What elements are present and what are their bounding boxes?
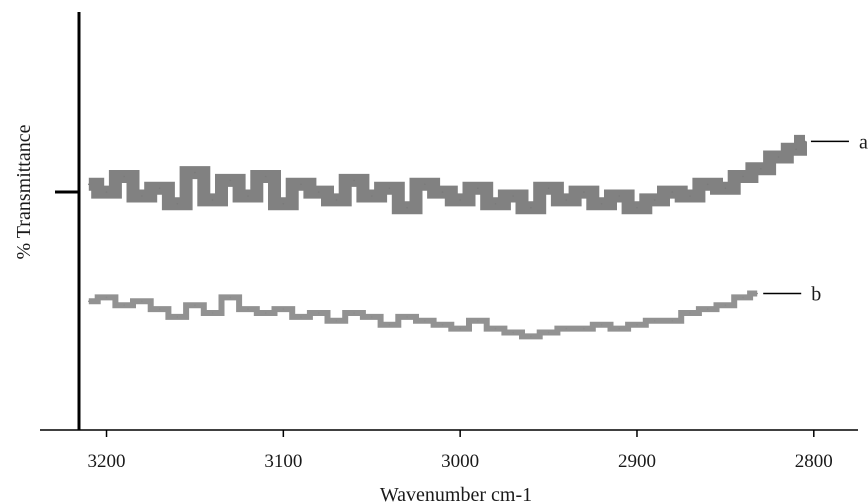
series-point-b xyxy=(689,312,691,314)
series-point-a xyxy=(512,195,514,197)
x-ticks: 3200 3100 3000 2900 2800 xyxy=(88,430,833,472)
series-point-b xyxy=(706,308,709,310)
series-point-b xyxy=(653,320,656,322)
series-point-b xyxy=(247,308,249,310)
series-point-b xyxy=(371,316,373,318)
series-point-b xyxy=(512,331,514,334)
x-tick-label: 3100 xyxy=(264,451,302,472)
series-point-a xyxy=(565,199,568,201)
series-point-b xyxy=(388,323,391,326)
series-line-a xyxy=(88,134,807,215)
series-point-b xyxy=(123,304,125,307)
series-point-a xyxy=(335,199,338,201)
series-point-b xyxy=(141,300,143,303)
series-point-a xyxy=(406,206,408,209)
x-tick-label: 3000 xyxy=(441,451,479,472)
x-tick-label: 2900 xyxy=(618,451,656,472)
series-point-a xyxy=(317,191,320,193)
x-tick-label: 3200 xyxy=(88,451,126,472)
series-point-a xyxy=(158,187,161,189)
series-point-b xyxy=(459,327,462,330)
series-point-a xyxy=(530,206,532,209)
series-point-a xyxy=(724,187,727,189)
series-point-a xyxy=(247,195,249,197)
y-axis xyxy=(55,12,81,430)
series-point-b xyxy=(158,308,161,310)
series-point-a xyxy=(353,179,355,182)
series-point-b xyxy=(618,327,621,330)
series-point-b xyxy=(424,320,426,322)
series-point-a xyxy=(636,206,638,209)
series-point-a xyxy=(583,191,585,193)
series-point-a xyxy=(477,187,479,189)
series-point-a xyxy=(211,199,214,201)
series-point-b xyxy=(335,320,338,322)
series-layer xyxy=(88,134,807,340)
series-point-b xyxy=(724,304,727,307)
series-point-a xyxy=(300,183,302,186)
series-label-b: b xyxy=(811,284,821,306)
series-point-b xyxy=(282,308,285,310)
series-point-a xyxy=(264,175,267,178)
series-point-b xyxy=(742,296,744,299)
series-point-a xyxy=(194,171,196,174)
series-point-b xyxy=(353,312,355,314)
series-point-a xyxy=(760,167,762,170)
series-point-a xyxy=(706,183,709,186)
series-point-b xyxy=(600,323,603,326)
series-point-b xyxy=(547,331,550,334)
series-point-b xyxy=(441,323,444,326)
series-point-a xyxy=(441,191,444,193)
series-point-a xyxy=(141,195,143,197)
series-point-b xyxy=(105,296,108,299)
series-point-a xyxy=(388,187,391,189)
series-labels: ab xyxy=(763,131,868,306)
y-axis-title: % Transmittance xyxy=(13,124,35,259)
series-point-a xyxy=(424,183,426,186)
series-point-b xyxy=(211,312,214,314)
series-line-b xyxy=(88,290,758,340)
series-point-b xyxy=(530,335,532,338)
series-point-b xyxy=(194,304,196,307)
series-point-b xyxy=(88,300,90,303)
series-point-b xyxy=(565,327,568,330)
series-point-a xyxy=(795,148,797,150)
series-point-a xyxy=(777,156,780,158)
series-point-a xyxy=(742,175,744,178)
series-point-a xyxy=(229,179,232,182)
series-point-a xyxy=(547,187,550,189)
series-point-a xyxy=(600,203,603,205)
series-point-b xyxy=(477,320,479,322)
series-label-a: a xyxy=(859,131,868,153)
series-point-a xyxy=(653,199,656,201)
series-point-a xyxy=(618,195,621,197)
series-point-b xyxy=(176,316,179,318)
series-point-b xyxy=(264,312,267,314)
series-point-b xyxy=(406,316,408,318)
series-point-a xyxy=(671,191,674,193)
series-point-a xyxy=(282,203,285,205)
series-point-a xyxy=(105,191,108,193)
series-point-b xyxy=(300,316,302,318)
series-point-a xyxy=(123,175,125,178)
series-point-a xyxy=(88,183,90,186)
series-point-b xyxy=(494,327,497,330)
series-point-a xyxy=(494,203,497,205)
series-point-a xyxy=(689,195,691,197)
series-point-b xyxy=(229,296,232,299)
series-point-b xyxy=(756,292,758,295)
series-point-b xyxy=(671,320,674,322)
series-point-a xyxy=(459,199,462,201)
series-point-b xyxy=(636,323,638,326)
series-point-a xyxy=(371,195,373,197)
series-point-b xyxy=(317,312,320,314)
series-point-a xyxy=(804,140,806,143)
x-axis-title: Wavenumber cm-1 xyxy=(380,484,532,504)
x-tick-label: 2800 xyxy=(795,451,833,472)
series-point-b xyxy=(583,327,585,330)
series-point-a xyxy=(176,203,179,205)
